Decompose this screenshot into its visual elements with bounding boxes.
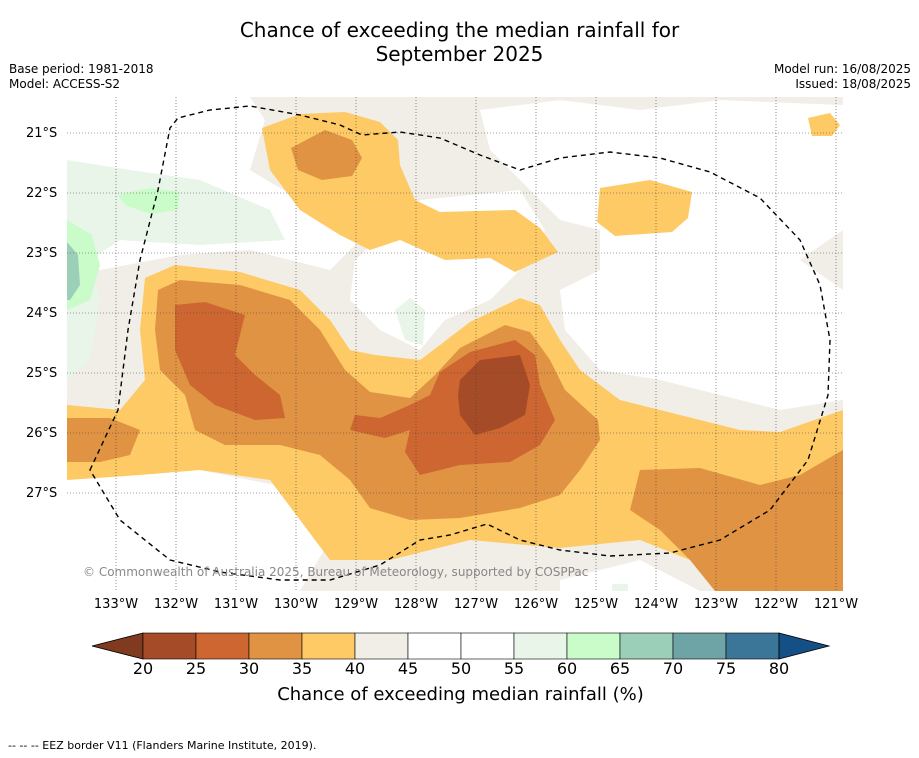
lon-label-127w: 127°W [453,597,499,612]
colorbar-tick-30: 30 [238,659,260,678]
lon-label-132w: 132°W [153,597,199,612]
colorbar-tick-40: 40 [344,659,366,678]
colorbar-tick-50: 50 [450,659,472,678]
colorbar-title: Chance of exceeding median rainfall (%) [277,684,644,705]
colorbar-tick-45: 45 [397,659,419,678]
band-45-55-east [480,100,843,410]
colorbar-tick-75: 75 [715,659,737,678]
lon-label-130w: 130°W [273,597,319,612]
lat-label-24s: 24°S [26,306,58,321]
base-period-text: Base period: 1981-2018 [9,62,154,76]
lat-label-25s: 25°S [26,366,58,381]
band-45-55-s [560,560,700,591]
rainfall-field [67,97,843,591]
lat-label-27s: 27°S [26,486,58,501]
band-30-35-west [67,418,140,462]
eez-border [89,105,831,581]
lon-label-131w: 131°W [213,597,259,612]
band-65-70-edge [67,242,80,300]
band-60-65-west [118,188,180,214]
band-35-40-ne [597,180,692,236]
map-title-line2: September 2025 [375,42,544,66]
map-title: Chance of exceeding the median rainfall … [0,18,919,66]
lon-label-126w: 126°W [513,597,559,612]
lon-label-128w: 128°W [393,597,439,612]
lat-label-21s: 21°S [26,126,58,141]
colorbar-tick-80: 80 [768,659,790,678]
band-55-60-south [612,584,628,591]
colorbar-tick-60: 60 [556,659,578,678]
colorbar-tick-35: 35 [291,659,313,678]
colorbar-tick-20: 20 [132,659,154,678]
meta-left: Base period: 1981-2018 Model: ACCESS-S2 [9,62,154,92]
lon-label-125w: 125°W [573,597,619,612]
colorbar-tick-55: 55 [503,659,525,678]
lon-label-129w: 129°W [333,597,379,612]
map-title-line1: Chance of exceeding the median rainfall … [239,18,680,42]
band-45-55-sw [67,470,330,591]
lon-label-124w: 124°W [633,597,679,612]
model-run-text: Model run: 16/08/2025 [773,62,911,76]
band-55-60-center [395,298,425,345]
meta-right: Model run: 16/08/2025 Issued: 18/08/2025 [774,62,911,92]
lon-label-123w: 123°W [693,597,739,612]
colorbar-tick-70: 70 [662,659,684,678]
lat-label-23s: 23°S [26,246,58,261]
eez-legend-footer: -- -- -- EEZ border V11 (Flanders Marine… [8,739,317,752]
colorbar-tick-25: 25 [185,659,207,678]
colorbar-tick-65: 65 [609,659,631,678]
lon-label-121w: 121°W [813,597,859,612]
issued-text: Issued: 18/08/2025 [795,77,911,91]
band-30-35-se [630,450,843,591]
model-text: Model: ACCESS-S2 [9,77,121,91]
band-30-35-north [291,130,362,180]
band-25-30-west [175,302,285,420]
lat-label-22s: 22°S [26,186,58,201]
lon-label-133w: 133°W [93,597,139,612]
copyright-text: © Commonwealth of Australia 2025, Bureau… [83,565,589,579]
band-55-60-west [67,160,285,380]
lon-label-122w: 122°W [753,597,799,612]
band-35-40-ne-corner [808,113,840,136]
map-grid [67,97,843,591]
lat-label-26s: 26°S [26,426,58,441]
